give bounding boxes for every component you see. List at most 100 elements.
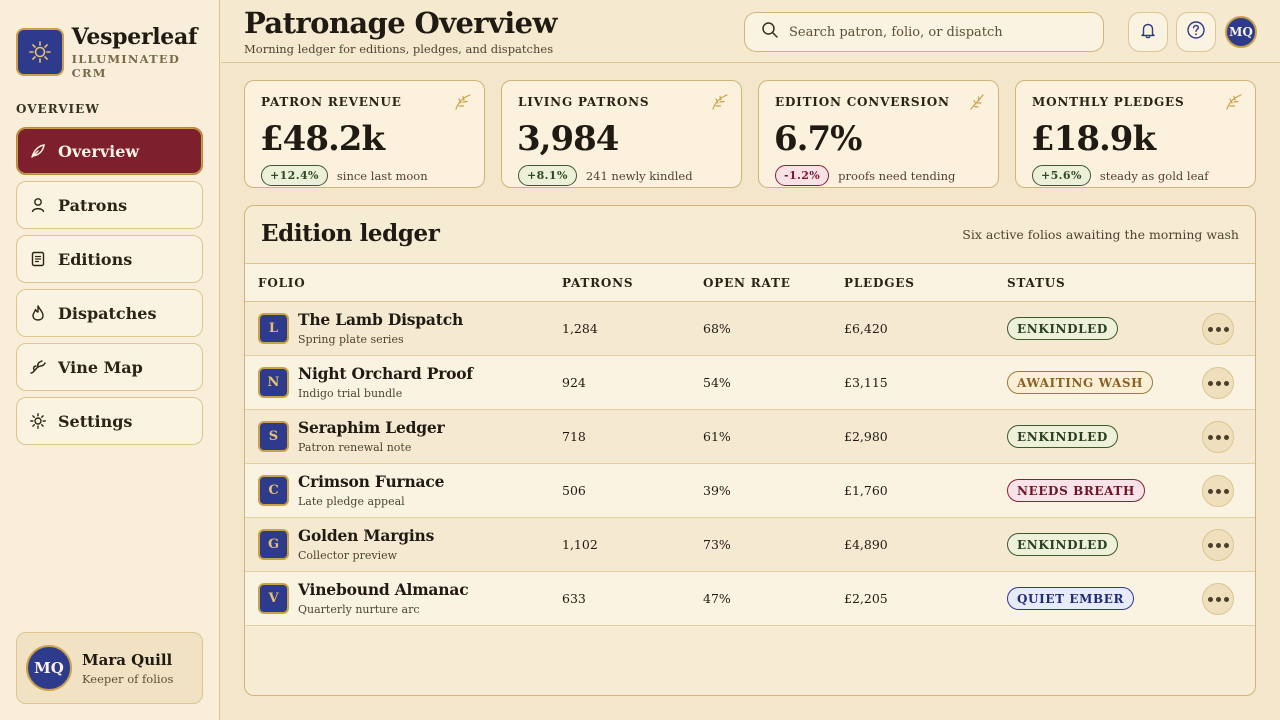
column-header-folio[interactable]: FOLIO	[258, 276, 306, 290]
folio-initial: G	[258, 529, 289, 560]
header: Patronage Overview Morning ledger for ed…	[221, 0, 1280, 63]
sidebar: Vesperleaf ILLUMINATED CRM OVERVIEW Over…	[0, 0, 220, 720]
table-row[interactable]: C Crimson Furnace Late pledge appeal 506…	[245, 464, 1255, 518]
sprig-icon	[968, 93, 986, 115]
help-icon	[1186, 20, 1206, 44]
table-row[interactable]: G Golden Margins Collector preview 1,102…	[245, 518, 1255, 572]
status-badge: AWAITING WASH	[1007, 371, 1154, 394]
column-header-patrons[interactable]: PATRONS	[562, 276, 634, 290]
table-row[interactable]: N Night Orchard Proof Indigo trial bundl…	[245, 356, 1255, 410]
page-subtitle: Morning ledger for editions, pledges, an…	[244, 42, 554, 56]
pledges-amount: £1,760	[844, 483, 888, 498]
more-options-button[interactable]	[1202, 367, 1234, 399]
flame-icon	[29, 304, 47, 322]
stat-card-edition-conversion[interactable]: EDITION CONVERSION 6.7% -1.2% proofs nee…	[758, 80, 999, 188]
search-input[interactable]	[789, 24, 1089, 40]
open-rate: 39%	[703, 483, 731, 498]
brand[interactable]: Vesperleaf ILLUMINATED CRM	[16, 24, 219, 80]
stat-note: steady as gold leaf	[1099, 168, 1209, 183]
stat-card-patron-revenue[interactable]: PATRON REVENUE £48.2k +12.4% since last …	[244, 80, 485, 188]
avatar: MQ	[26, 645, 72, 691]
sidebar-item-label: Settings	[58, 411, 133, 431]
trend-badge: +5.6%	[1032, 165, 1091, 186]
patrons-count: 1,102	[562, 537, 598, 552]
brand-subtitle: ILLUMINATED CRM	[71, 52, 180, 80]
folio-initial: L	[258, 313, 289, 344]
stat-card-living-patrons[interactable]: LIVING PATRONS 3,984 +8.1% 241 newly kin…	[501, 80, 742, 188]
document-icon	[29, 250, 47, 268]
folio-initial: N	[258, 367, 289, 398]
notifications-button[interactable]	[1128, 12, 1168, 52]
user-role: Keeper of folios	[82, 671, 174, 686]
feather-icon	[711, 93, 729, 115]
sidebar-item-dispatches[interactable]: Dispatches	[16, 289, 203, 337]
sidebar-nav: Overview Patrons Editions Dispatches Vin…	[16, 127, 203, 451]
table-header: FOLIO PATRONS OPEN RATE PLEDGES STATUS	[245, 263, 1255, 302]
folio-name[interactable]: Night Orchard Proof	[298, 364, 473, 383]
column-header-status[interactable]: STATUS	[1007, 276, 1066, 290]
folio-name[interactable]: The Lamb Dispatch	[298, 310, 464, 329]
folio-name[interactable]: Seraphim Ledger	[298, 418, 445, 437]
sidebar-item-vine-map[interactable]: Vine Map	[16, 343, 203, 391]
stat-label: PATRON REVENUE	[261, 95, 402, 109]
quill-icon	[29, 142, 47, 160]
patrons-count: 1,284	[562, 321, 598, 336]
more-options-button[interactable]	[1202, 421, 1234, 453]
stat-value: 6.7%	[774, 119, 862, 159]
status-badge: QUIET EMBER	[1007, 587, 1135, 610]
sidebar-item-label: Editions	[58, 249, 133, 269]
edition-ledger: Edition ledger Six active folios awaitin…	[244, 205, 1256, 696]
table-row[interactable]: L The Lamb Dispatch Spring plate series …	[245, 302, 1255, 356]
folio-name[interactable]: Golden Margins	[298, 526, 435, 545]
sun-logo-icon	[16, 28, 64, 76]
trend-badge: +12.4%	[261, 165, 328, 186]
bell-icon	[1139, 21, 1157, 43]
help-button[interactable]	[1176, 12, 1216, 52]
user-card[interactable]: MQ Mara Quill Keeper of folios	[16, 632, 203, 704]
folio-description: Spring plate series	[298, 333, 404, 346]
folio-initial: S	[258, 421, 289, 452]
sidebar-item-overview[interactable]: Overview	[16, 127, 203, 175]
column-header-pledges[interactable]: PLEDGES	[844, 276, 915, 290]
ledger-title: Edition ledger	[261, 220, 440, 247]
pledges-amount: £4,890	[844, 537, 888, 552]
folio-description: Collector preview	[298, 549, 398, 562]
stat-value: 3,984	[517, 119, 619, 159]
sidebar-item-settings[interactable]: Settings	[16, 397, 203, 445]
folio-description: Late pledge appeal	[298, 495, 405, 508]
more-options-button[interactable]	[1202, 313, 1234, 345]
page-title: Patronage Overview	[244, 6, 557, 40]
search-icon	[761, 21, 779, 43]
more-options-button[interactable]	[1202, 529, 1234, 561]
folio-name[interactable]: Crimson Furnace	[298, 472, 445, 491]
search-box[interactable]	[744, 12, 1104, 52]
brand-name: Vesperleaf	[71, 24, 198, 50]
folio-initial: C	[258, 475, 289, 506]
open-rate: 47%	[703, 591, 731, 606]
sidebar-item-label: Patrons	[58, 195, 128, 215]
table-row[interactable]: V Vinebound Almanac Quarterly nurture ar…	[245, 572, 1255, 626]
patrons-count: 633	[562, 591, 586, 606]
pledges-amount: £3,115	[844, 375, 888, 390]
header-avatar[interactable]: MQ	[1225, 16, 1257, 48]
sidebar-item-patrons[interactable]: Patrons	[16, 181, 203, 229]
more-options-button[interactable]	[1202, 475, 1234, 507]
stat-label: EDITION CONVERSION	[775, 95, 950, 109]
sidebar-item-editions[interactable]: Editions	[16, 235, 203, 283]
stat-note: since last moon	[336, 168, 428, 183]
folio-description: Indigo trial bundle	[298, 387, 403, 400]
patrons-count: 924	[562, 375, 586, 390]
stat-cards: PATRON REVENUE £48.2k +12.4% since last …	[244, 80, 1256, 188]
sidebar-item-label: Vine Map	[58, 357, 143, 377]
pledges-amount: £2,980	[844, 429, 888, 444]
column-header-open-rate[interactable]: OPEN RATE	[703, 276, 791, 290]
folio-name[interactable]: Vinebound Almanac	[298, 580, 469, 599]
vine-icon	[29, 358, 47, 376]
more-options-button[interactable]	[1202, 583, 1234, 615]
stat-label: MONTHLY PLEDGES	[1032, 95, 1185, 109]
table-row[interactable]: S Seraphim Ledger Patron renewal note 71…	[245, 410, 1255, 464]
open-rate: 68%	[703, 321, 731, 336]
stat-card-monthly-pledges[interactable]: MONTHLY PLEDGES £18.9k +5.6% steady as g…	[1015, 80, 1256, 188]
ledger-subtitle: Six active folios awaiting the morning w…	[962, 227, 1239, 242]
stat-label: LIVING PATRONS	[518, 95, 650, 109]
